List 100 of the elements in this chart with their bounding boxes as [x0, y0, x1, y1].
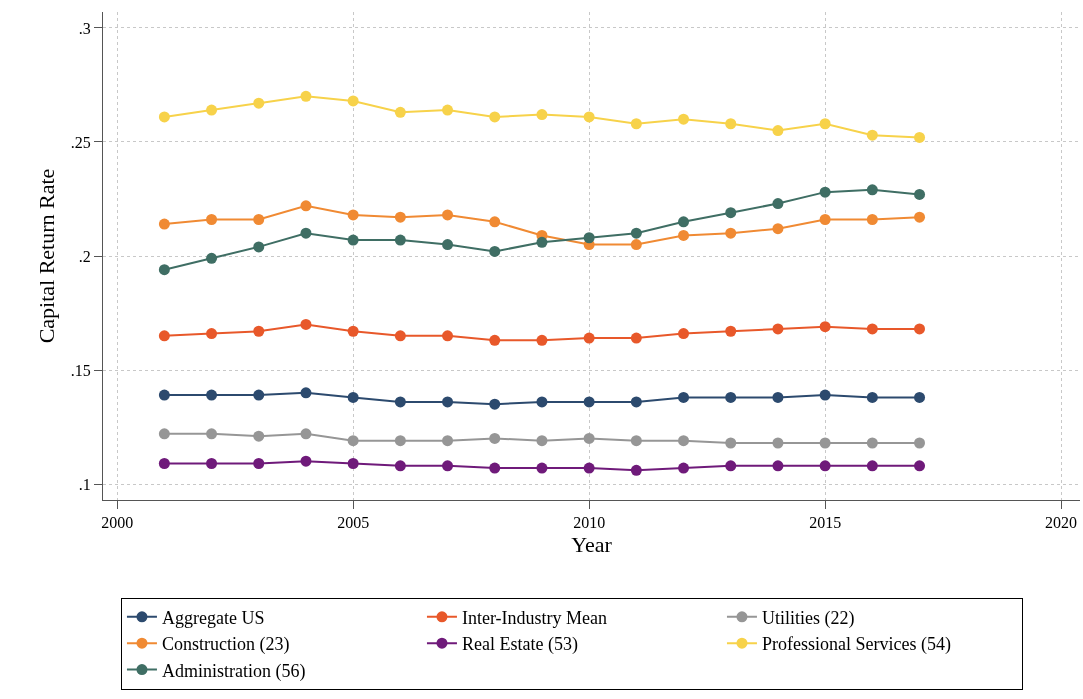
point [394, 435, 406, 447]
x-tick-label: 2010 [573, 514, 606, 532]
point [158, 330, 170, 342]
point [347, 391, 359, 403]
point [347, 458, 359, 470]
point [300, 90, 312, 102]
point [819, 118, 831, 130]
point [489, 111, 501, 123]
point [394, 106, 406, 118]
legend-label: Professional Services (54) [761, 634, 951, 656]
point [394, 396, 406, 408]
point [866, 214, 878, 226]
point [819, 460, 831, 472]
point [914, 188, 926, 200]
point [583, 332, 595, 344]
point [158, 218, 170, 230]
point [772, 223, 784, 235]
point [158, 428, 170, 440]
legend-label: Utilities (22) [761, 607, 855, 629]
point [158, 111, 170, 123]
point [253, 458, 265, 470]
y-axis-title: Capital Return Rate [33, 168, 59, 344]
point [536, 334, 548, 346]
point [914, 323, 926, 335]
point [630, 435, 642, 447]
point [678, 328, 690, 340]
point [725, 437, 737, 449]
point [866, 129, 878, 141]
point [442, 330, 454, 342]
point [300, 227, 312, 239]
point [678, 229, 690, 241]
point [489, 462, 501, 474]
point [866, 460, 878, 472]
point [253, 241, 265, 253]
point [630, 464, 642, 476]
point [158, 389, 170, 401]
point [725, 118, 737, 130]
y-tick-label: .1 [78, 475, 91, 493]
point [725, 325, 737, 337]
point [914, 391, 926, 403]
point [347, 234, 359, 246]
x-tick-label: 2005 [337, 514, 370, 532]
point [678, 113, 690, 125]
point [347, 325, 359, 337]
point [866, 437, 878, 449]
point [253, 325, 265, 337]
point [914, 131, 926, 143]
point [583, 432, 595, 444]
point [206, 428, 218, 440]
point [914, 460, 926, 472]
point [489, 216, 501, 228]
point [630, 118, 642, 130]
point [253, 214, 265, 226]
point [630, 227, 642, 239]
point [536, 236, 548, 248]
x-tick-label: 2015 [809, 514, 842, 532]
point [583, 111, 595, 123]
point [300, 318, 312, 330]
point [819, 389, 831, 401]
legend-label: Inter-Industry Mean [461, 607, 608, 628]
point [772, 198, 784, 210]
point [536, 462, 548, 474]
point [206, 104, 218, 116]
point [630, 332, 642, 344]
point [442, 460, 454, 472]
point [583, 396, 595, 408]
legend-label: Construction (23) [161, 634, 290, 656]
point [442, 239, 454, 251]
point [536, 396, 548, 408]
point [725, 207, 737, 219]
legend-label: Administration (56) [161, 660, 306, 682]
point [347, 95, 359, 107]
point [678, 462, 690, 474]
x-tick-label: 2020 [1045, 514, 1078, 532]
x-axis-title: Year [571, 532, 613, 558]
point [536, 435, 548, 447]
point [536, 109, 548, 121]
point [819, 437, 831, 449]
point [819, 321, 831, 333]
point [300, 428, 312, 440]
point [772, 391, 784, 403]
point [866, 184, 878, 196]
point [347, 209, 359, 221]
point [206, 328, 218, 340]
point [772, 125, 784, 137]
point [630, 396, 642, 408]
point [394, 234, 406, 246]
legend-label: Real Estate (53) [461, 634, 578, 656]
y-tick-label: .2 [78, 247, 91, 265]
x-tick-label: 2000 [101, 514, 134, 532]
point [394, 330, 406, 342]
point [630, 239, 642, 251]
legend-label: Aggregate US [161, 607, 265, 628]
point [678, 216, 690, 228]
point [914, 437, 926, 449]
point [442, 104, 454, 116]
point [300, 200, 312, 212]
point [206, 214, 218, 226]
point [347, 435, 359, 447]
point [678, 435, 690, 447]
